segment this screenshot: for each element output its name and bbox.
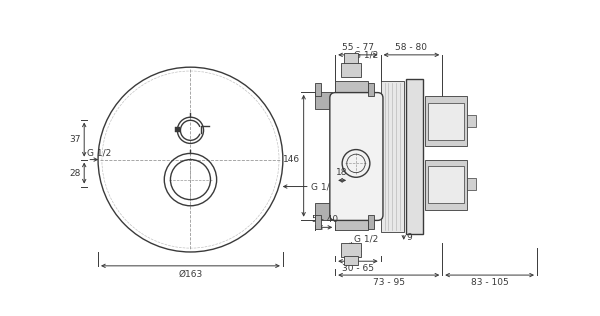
Text: G 1/2: G 1/2 (355, 234, 379, 243)
Bar (406, 79, 423, 234)
Bar (368, 82, 374, 96)
Bar (344, 53, 358, 64)
Bar (344, 256, 358, 265)
Bar (315, 82, 322, 96)
Bar (315, 92, 332, 109)
Text: G 1/2: G 1/2 (355, 50, 379, 59)
Text: 58 - 80: 58 - 80 (395, 43, 427, 52)
Bar (335, 81, 368, 98)
Bar (428, 166, 464, 204)
Text: 28: 28 (70, 168, 81, 178)
FancyBboxPatch shape (330, 93, 383, 221)
Text: 18: 18 (337, 168, 348, 177)
Bar (425, 96, 467, 147)
Text: 55 - 77: 55 - 77 (342, 43, 374, 52)
Bar (425, 160, 467, 210)
Text: 73 - 95: 73 - 95 (373, 278, 405, 287)
Bar (175, 127, 179, 132)
Text: 9: 9 (407, 233, 413, 242)
Bar (315, 215, 322, 229)
Text: Ø163: Ø163 (178, 270, 203, 279)
Bar (380, 81, 404, 232)
Text: G 1/2: G 1/2 (311, 182, 335, 191)
Bar (428, 103, 464, 140)
Bar (368, 215, 374, 229)
Text: 146: 146 (283, 155, 301, 164)
Text: 83 - 105: 83 - 105 (471, 278, 508, 287)
Text: 30 - 65: 30 - 65 (342, 264, 374, 273)
Text: 37: 37 (70, 135, 81, 144)
Bar (341, 63, 361, 77)
Bar (467, 115, 476, 127)
Text: G 1/2: G 1/2 (86, 148, 111, 157)
Bar (335, 214, 368, 230)
Bar (341, 243, 361, 257)
Text: 5 - 40: 5 - 40 (312, 215, 338, 224)
Bar (315, 203, 332, 220)
Bar (467, 178, 476, 190)
